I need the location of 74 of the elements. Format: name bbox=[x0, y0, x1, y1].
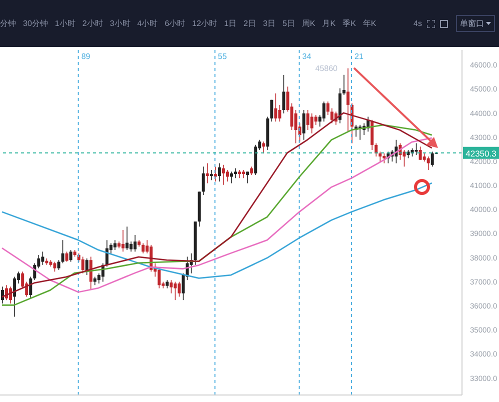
text: 3日 bbox=[262, 18, 276, 29]
candlestick bbox=[294, 110, 298, 144]
candlestick bbox=[178, 281, 181, 298]
candlestick bbox=[342, 74, 346, 96]
candlestick bbox=[57, 260, 60, 270]
text: 12小时 bbox=[192, 18, 218, 29]
text: 1日 bbox=[224, 18, 237, 29]
candlestick bbox=[218, 162, 221, 182]
candlestick bbox=[326, 101, 330, 116]
candlestick bbox=[374, 142, 378, 157]
text: 2小时 bbox=[82, 18, 103, 29]
candlestick bbox=[61, 240, 64, 264]
text: 单窗口 bbox=[460, 18, 484, 29]
candlestick bbox=[346, 68, 350, 132]
candlestick bbox=[13, 276, 16, 318]
annotation: 45860 bbox=[315, 64, 338, 74]
candlestick bbox=[378, 151, 382, 162]
ref-line-label: 21 bbox=[354, 52, 364, 61]
candlestick bbox=[382, 152, 386, 164]
text: 30分钟 bbox=[23, 18, 48, 29]
candlestick bbox=[53, 261, 56, 272]
candlestick bbox=[126, 226, 129, 250]
candlestick bbox=[142, 242, 145, 254]
text: 分钟 bbox=[0, 18, 16, 29]
candlestick bbox=[202, 166, 205, 196]
candlestick bbox=[122, 230, 125, 252]
ref-line-label: 89 bbox=[81, 52, 91, 61]
candlestick bbox=[65, 251, 68, 262]
candlestick bbox=[134, 234, 137, 252]
candlestick bbox=[81, 256, 84, 274]
candlestick bbox=[370, 119, 374, 150]
candlestick bbox=[234, 168, 238, 179]
candlestick bbox=[306, 110, 310, 130]
candlestick bbox=[222, 164, 225, 186]
candlestick bbox=[430, 151, 434, 168]
candlestick bbox=[69, 250, 72, 262]
candlestick bbox=[206, 162, 209, 184]
candlestick bbox=[314, 114, 318, 126]
text: 6小时 bbox=[164, 18, 186, 29]
text: 1小时 bbox=[54, 18, 76, 29]
text: 年K bbox=[362, 18, 376, 29]
candlestick bbox=[230, 171, 233, 184]
text: 4小时 bbox=[137, 18, 158, 29]
text: 周K bbox=[302, 18, 316, 29]
text: 5日 bbox=[282, 18, 295, 29]
candlestick bbox=[210, 170, 213, 180]
candlestick bbox=[130, 241, 133, 252]
candlestick bbox=[262, 141, 266, 154]
candlestick bbox=[270, 99, 274, 122]
ref-line-label: 42350.3 bbox=[466, 148, 497, 158]
candlestick bbox=[274, 92, 278, 122]
candlestick bbox=[278, 104, 282, 122]
candlestick bbox=[41, 251, 44, 266]
candlestick bbox=[418, 146, 422, 160]
text: 3小时 bbox=[110, 18, 130, 29]
candlestick bbox=[170, 280, 173, 294]
candlestick bbox=[414, 142, 418, 156]
candlestick bbox=[174, 281, 177, 300]
candlestick bbox=[310, 112, 314, 134]
candlestick bbox=[322, 101, 326, 122]
ref-line-label: 55 bbox=[218, 52, 228, 61]
candlestick bbox=[246, 171, 250, 184]
candlestick bbox=[29, 276, 32, 299]
text: 月K bbox=[322, 18, 336, 29]
candlestick bbox=[282, 74, 286, 114]
candlestick bbox=[302, 110, 306, 140]
text: 2日 bbox=[244, 18, 256, 29]
candlestick bbox=[226, 170, 229, 182]
ref-line-label: 34 bbox=[302, 52, 312, 61]
text: 季K bbox=[342, 18, 356, 29]
candlestick bbox=[426, 156, 430, 170]
candlestick bbox=[113, 240, 116, 250]
candlestick bbox=[330, 108, 334, 124]
text: 4s bbox=[414, 19, 422, 28]
